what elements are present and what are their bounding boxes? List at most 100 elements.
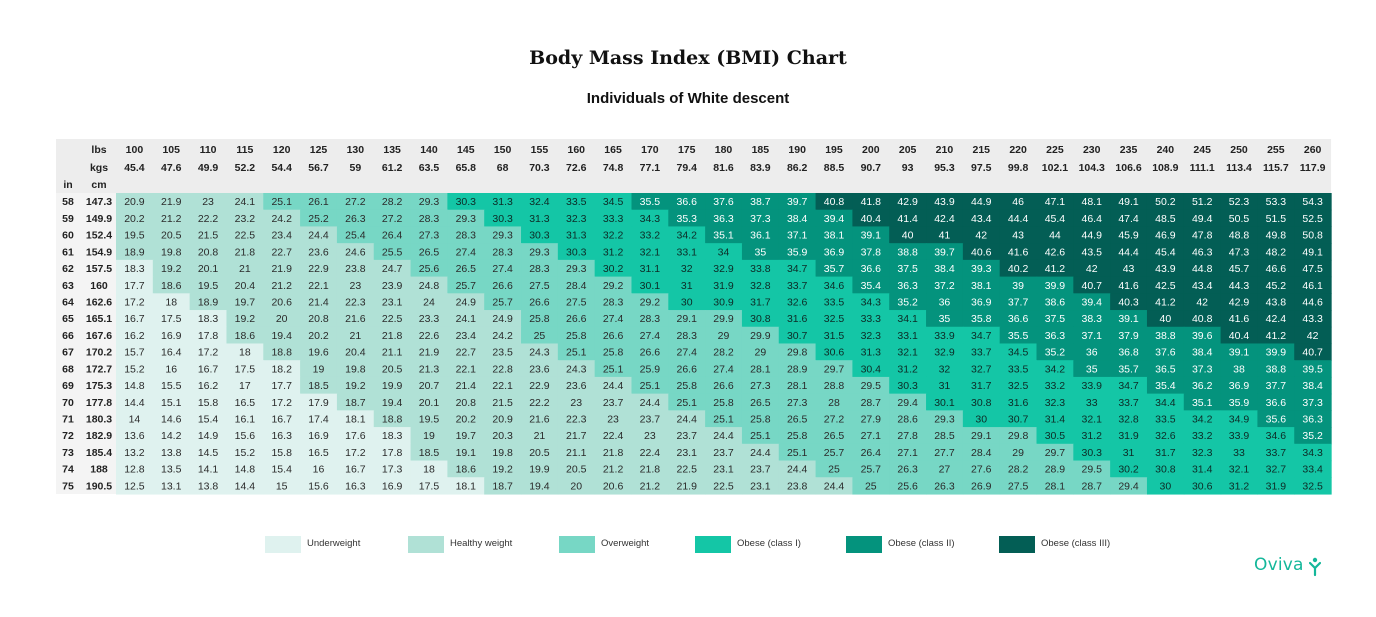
bmi-value: 17.4 bbox=[308, 414, 329, 426]
bmi-value: 16.5 bbox=[235, 397, 256, 409]
bmi-value: 26.6 bbox=[492, 280, 513, 292]
bmi-cell bbox=[226, 443, 264, 462]
bmi-value: 13.8 bbox=[161, 447, 182, 459]
bmi-cell bbox=[521, 427, 559, 445]
bmi-cell bbox=[962, 226, 1001, 244]
row-header-in: 75 bbox=[62, 480, 74, 492]
bmi-value: 18 bbox=[165, 296, 177, 308]
bmi-value: 28.1 bbox=[787, 380, 808, 392]
bmi-value: 29 bbox=[1012, 447, 1024, 459]
bmi-value: 23.6 bbox=[529, 363, 550, 375]
bmi-value: 33.7 bbox=[787, 280, 808, 292]
bmi-value: 24.4 bbox=[787, 464, 808, 476]
bmi-cell bbox=[410, 326, 448, 345]
bmi-value: 27.5 bbox=[1008, 480, 1029, 492]
bmi-value: 47.4 bbox=[1118, 213, 1139, 225]
bmi-cell bbox=[336, 443, 375, 462]
bmi-cell bbox=[484, 360, 522, 378]
bmi-value: 25.7 bbox=[861, 464, 882, 476]
bmi-cell bbox=[999, 310, 1038, 328]
bmi-cell bbox=[852, 243, 890, 261]
bmi-cell bbox=[889, 193, 927, 211]
bmi-value: 34.9 bbox=[1229, 414, 1250, 426]
bmi-cell bbox=[152, 477, 191, 495]
bmi-cell bbox=[1036, 410, 1074, 428]
bmi-cell bbox=[152, 193, 191, 211]
bmi-cell bbox=[152, 343, 191, 361]
bmi-cell bbox=[226, 326, 264, 345]
bmi-value: 14.4 bbox=[124, 397, 145, 409]
bmi-value: 27.4 bbox=[640, 330, 661, 342]
brand-name: Oviva bbox=[1254, 555, 1304, 575]
bmi-value: 27.8 bbox=[897, 430, 918, 442]
row-header-in: 58 bbox=[62, 196, 74, 208]
bmi-cell bbox=[999, 360, 1038, 378]
bmi-value: 42.4 bbox=[1266, 313, 1287, 325]
bmi-value: 49.4 bbox=[1192, 213, 1213, 225]
bmi-value: 22.2 bbox=[529, 397, 550, 409]
bmi-cell bbox=[410, 243, 448, 261]
bmi-value: 21.9 bbox=[161, 196, 182, 208]
bmi-value: 32 bbox=[681, 263, 693, 275]
bmi-cell bbox=[300, 310, 338, 328]
legend-label-obese-class-1: Obese (class I) bbox=[737, 538, 801, 549]
bmi-value: 20.5 bbox=[529, 447, 550, 459]
bmi-value: 40.6 bbox=[971, 246, 992, 258]
bmi-cell bbox=[889, 259, 927, 278]
bmi-cell bbox=[1183, 310, 1222, 328]
bmi-cell bbox=[373, 276, 412, 294]
bmi-cell bbox=[521, 259, 559, 278]
bmi-value: 28.3 bbox=[419, 213, 440, 225]
row-label-background bbox=[56, 193, 116, 494]
bmi-cell bbox=[705, 360, 743, 378]
bmi-cell bbox=[373, 293, 412, 311]
bmi-cell bbox=[1220, 259, 1259, 278]
bmi-cell bbox=[410, 209, 448, 228]
bmi-value: 30.5 bbox=[1045, 430, 1066, 442]
bmi-value: 28.6 bbox=[897, 414, 918, 426]
bmi-value: 26.9 bbox=[971, 480, 992, 492]
bmi-cell bbox=[1110, 393, 1148, 411]
bmi-cell bbox=[300, 376, 338, 395]
bmi-cell bbox=[815, 360, 853, 378]
bmi-cell bbox=[999, 326, 1038, 345]
column-header-lbs: 220 bbox=[1009, 144, 1027, 156]
bmi-value: 22.5 bbox=[676, 464, 697, 476]
bmi-cell bbox=[116, 360, 154, 378]
bmi-cell bbox=[705, 276, 743, 294]
bmi-value: 31.4 bbox=[1192, 464, 1213, 476]
bmi-value: 36.3 bbox=[1302, 414, 1323, 426]
bmi-cell bbox=[1257, 360, 1295, 378]
bmi-value: 35.2 bbox=[1045, 347, 1066, 359]
bmi-value: 45.4 bbox=[1045, 213, 1066, 225]
bmi-cell bbox=[189, 477, 228, 495]
bmi-cell bbox=[594, 410, 633, 428]
bmi-value: 18.3 bbox=[198, 313, 219, 325]
bmi-value: 28.4 bbox=[971, 447, 992, 459]
bmi-cell bbox=[557, 460, 596, 478]
bmi-value: 15.2 bbox=[235, 447, 256, 459]
bmi-value: 29.5 bbox=[1082, 464, 1103, 476]
bmi-value: 44.9 bbox=[1082, 230, 1103, 242]
bmi-value: 48.5 bbox=[1155, 213, 1176, 225]
column-header-lbs: 125 bbox=[310, 144, 328, 156]
bmi-value: 13.2 bbox=[124, 447, 145, 459]
bmi-value: 27.6 bbox=[971, 464, 992, 476]
bmi-value: 15.6 bbox=[235, 430, 256, 442]
bmi-value: 20.7 bbox=[419, 380, 440, 392]
bmi-value: 19.9 bbox=[382, 380, 403, 392]
bmi-value: 23 bbox=[607, 414, 619, 426]
bmi-cell bbox=[705, 293, 743, 311]
bmi-value: 40.7 bbox=[1302, 347, 1323, 359]
bmi-value: 32 bbox=[939, 363, 951, 375]
bmi-cell bbox=[999, 443, 1038, 462]
bmi-value: 21.8 bbox=[235, 246, 256, 258]
bmi-cell bbox=[447, 293, 485, 311]
bmi-cell bbox=[263, 460, 301, 478]
bmi-value: 40.4 bbox=[1229, 330, 1250, 342]
bmi-value: 27.5 bbox=[529, 280, 550, 292]
bmi-cell bbox=[336, 360, 375, 378]
legend-label-obese-class-3: Obese (class III) bbox=[1041, 538, 1111, 549]
legend-swatch-obese-class-3 bbox=[999, 536, 1035, 553]
bmi-cell bbox=[889, 477, 927, 495]
